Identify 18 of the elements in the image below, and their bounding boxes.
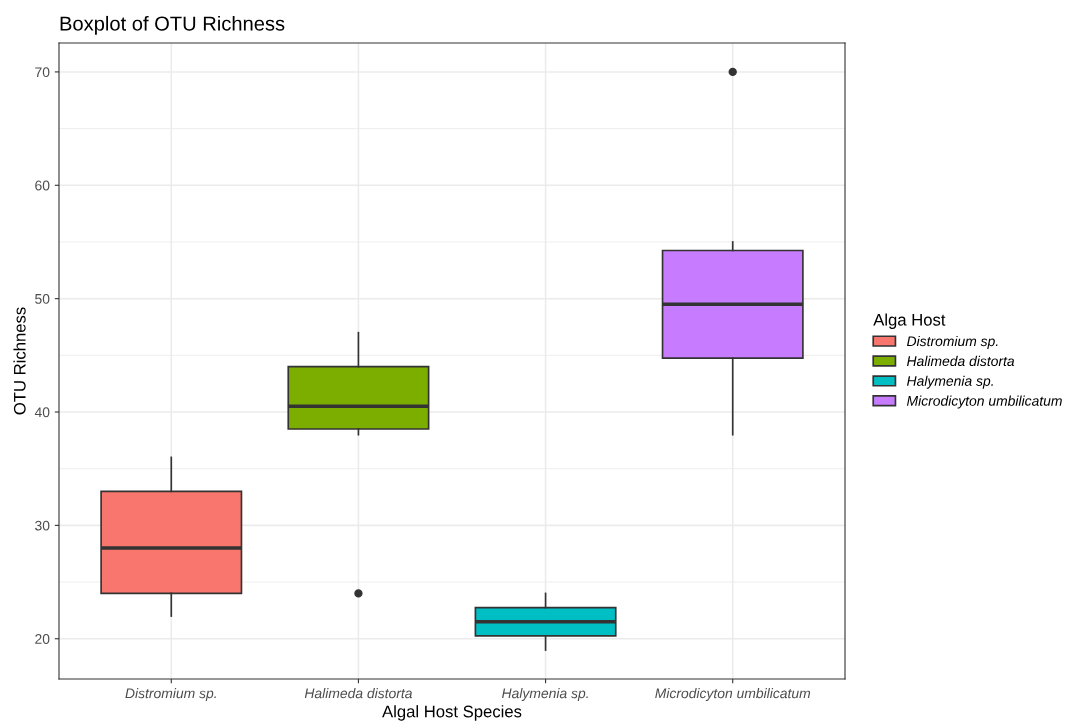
x-tick-label: Distromium sp. bbox=[125, 688, 216, 701]
y-tick-label: 40 bbox=[34, 407, 50, 418]
y-axis-title: OTU Richness bbox=[13, 307, 26, 415]
y-tick-label: 20 bbox=[35, 634, 50, 644]
legend-label: Halymenia sp. bbox=[906, 375, 993, 389]
y-tick-label: 30 bbox=[35, 520, 50, 531]
y-tick-label: 60 bbox=[35, 180, 50, 191]
y-tick-label: 70 bbox=[35, 67, 50, 78]
legend-label: Microdicyton umbilicatum bbox=[906, 395, 1062, 409]
chart-title: Boxplot of OTU Richness bbox=[60, 15, 285, 35]
legend-title: Alga Host bbox=[873, 313, 946, 329]
x-tick-label: Halymenia sp. bbox=[502, 688, 588, 701]
legend-label: Distromium sp. bbox=[906, 335, 998, 349]
y-tick-label: 50 bbox=[35, 293, 50, 304]
x-axis-title: Algal Host Species bbox=[382, 705, 522, 721]
x-tick-label: Microdicyton umbilicatum bbox=[655, 688, 811, 701]
x-tick-label: Halimeda distorta bbox=[304, 688, 412, 699]
legend-label: Halimeda distorta bbox=[906, 355, 1015, 367]
